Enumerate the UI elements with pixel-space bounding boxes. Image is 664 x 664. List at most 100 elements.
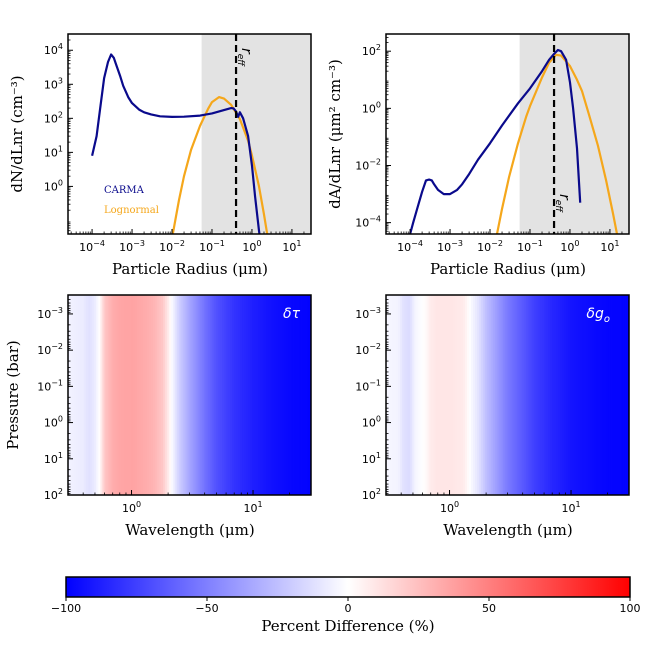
heatmap-cell	[608, 295, 612, 495]
colorbar-tick-label: 100	[620, 602, 641, 615]
heatmap-cell	[416, 295, 420, 495]
effective-radius-label: reff	[553, 194, 572, 213]
heatmap-cell	[78, 295, 81, 495]
legend-lognormal: Lognormal	[104, 205, 159, 216]
y-tick-label: 10−1	[37, 378, 63, 393]
y-tick-label: 10−2	[355, 157, 381, 172]
heatmap-cell	[444, 295, 448, 495]
heatmap-cell	[130, 295, 134, 495]
heatmap-cell	[149, 295, 152, 495]
heatmap-cell	[264, 295, 268, 495]
y-axis-label: Pressure (bar)	[4, 340, 22, 449]
heatmap-cell	[110, 295, 114, 495]
heatmap-cell	[475, 295, 478, 495]
heatmap-cell	[582, 295, 586, 495]
heatmap-cell	[88, 295, 91, 495]
x-tick-label: 10−2	[159, 239, 185, 254]
heatmap-cell	[588, 295, 592, 495]
series-carma	[409, 48, 582, 234]
number-distribution-panel: 10−4 10−3 10−2 10−1 100 101 100 101 102 103 104 Pa…	[8, 33, 312, 278]
legend-carma: CARMA	[104, 185, 145, 196]
heatmap-cell	[616, 295, 620, 495]
heatmap-cell	[106, 295, 110, 495]
heatmap-cell	[189, 295, 193, 495]
heatmap-cell	[604, 295, 608, 495]
heatmap-cell	[586, 295, 590, 495]
heatmap-cell	[491, 295, 494, 495]
colorbar-gradient	[65, 576, 631, 598]
heatmap-cell	[392, 295, 395, 495]
heatmap-cell	[515, 295, 519, 495]
heatmap-cell	[602, 295, 606, 495]
heatmap-cell	[94, 295, 97, 495]
heatmap-cell	[477, 295, 480, 495]
heatmap-cell	[489, 295, 492, 495]
heatmap-cell	[545, 295, 549, 495]
heatmap-cell	[406, 295, 409, 495]
heatmap-cell	[195, 295, 199, 495]
heatmap-cell	[298, 295, 302, 495]
heatmap-cell	[294, 295, 298, 495]
heatmap-cell	[211, 295, 215, 495]
heatmap-cell	[167, 295, 170, 495]
heatmap-cell	[523, 295, 527, 495]
heatmap-cell	[142, 295, 146, 495]
heatmap-cell	[227, 295, 231, 495]
heatmap-cell	[562, 295, 565, 495]
heatmap-cell	[452, 295, 456, 495]
y-tick-label: 100	[44, 415, 63, 430]
heatmap-cell	[448, 295, 452, 495]
heatmap-cell	[610, 295, 614, 495]
x-tick-label: 10−1	[199, 239, 225, 254]
heatmap-cell	[574, 295, 577, 495]
heatmap-cell	[207, 295, 211, 495]
heatmap-cell	[201, 295, 205, 495]
y-tick-label: 100	[362, 100, 381, 115]
heatmap-cell	[223, 295, 227, 495]
heatmap-cell	[76, 295, 79, 495]
heatmap-cell	[114, 295, 118, 495]
heatmap-cell	[531, 295, 535, 495]
heatmap-cell	[100, 295, 104, 495]
heatmap-cell	[191, 295, 195, 495]
heatmap-cell	[177, 295, 180, 495]
heatmap-cell	[479, 295, 482, 495]
heatmap-cell	[308, 295, 311, 495]
heatmap-cell	[282, 295, 286, 495]
heatmap-cell	[254, 295, 257, 495]
heatmap-cell	[197, 295, 201, 495]
colorbar: −100 −50 0 50 100 Percent Difference (%)	[51, 576, 641, 635]
heatmap-cell	[171, 295, 174, 495]
heatmap-cell	[225, 295, 229, 495]
heatmap-cell	[262, 295, 266, 495]
heatmap-cell	[98, 295, 102, 495]
heatmap-cell	[626, 295, 629, 495]
heatmap-cell	[242, 295, 245, 495]
heatmap-cell	[487, 295, 490, 495]
heatmap-cell	[596, 295, 600, 495]
heatmap-cell	[126, 295, 130, 495]
series-lognormal	[495, 53, 619, 234]
heatmap-cell	[159, 295, 162, 495]
heatmap-cell	[92, 295, 95, 495]
heatmap-cell	[624, 295, 628, 495]
heatmap-cell	[529, 295, 533, 495]
y-tick-label: 102	[44, 110, 63, 125]
heatmap-cell	[440, 295, 444, 495]
heatmap-cell	[288, 295, 292, 495]
colorbar-tick-label: −100	[51, 602, 81, 615]
heatmap-cell	[473, 295, 476, 495]
heatmap-cell	[410, 295, 413, 495]
y-tick-label: 10−3	[37, 306, 63, 321]
heatmap-cell	[495, 295, 498, 495]
colorbar-tick-label: −50	[195, 602, 218, 615]
heatmap-cell	[102, 295, 106, 495]
heatmap-cell	[236, 295, 239, 495]
y-tick-label: 102	[44, 487, 63, 502]
heatmap-cell	[280, 295, 284, 495]
x-tick-label: 10−4	[79, 239, 105, 254]
heatmap-cell	[525, 295, 529, 495]
heatmap-cell	[388, 295, 391, 495]
heatmap-cell	[618, 295, 622, 495]
